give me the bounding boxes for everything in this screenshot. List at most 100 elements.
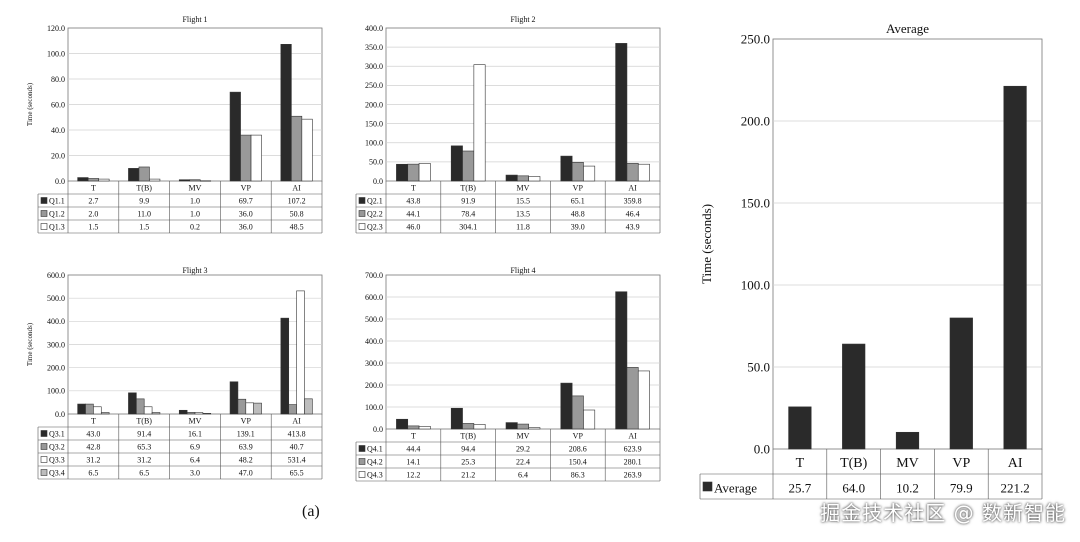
- bar: [842, 343, 866, 450]
- data-label: 43.8: [406, 197, 420, 206]
- y-tick-label: 50.0: [747, 360, 770, 375]
- data-label: 11.0: [137, 210, 151, 219]
- bar: [1003, 85, 1027, 450]
- y-tick-label: 200.0: [365, 381, 383, 390]
- data-label: 6.4: [190, 456, 200, 465]
- bar: [528, 176, 541, 182]
- bar: [128, 168, 140, 182]
- bar: [199, 180, 212, 182]
- bar: [626, 162, 639, 182]
- bar: [100, 412, 110, 415]
- y-tick-label: 20.0: [51, 151, 65, 160]
- bar: [615, 291, 628, 430]
- bar: [149, 178, 161, 182]
- data-label: 22.4: [516, 458, 530, 467]
- bar: [505, 174, 518, 182]
- x-category-label: AI: [628, 431, 637, 440]
- data-label: 10.2: [896, 481, 919, 496]
- bar: [178, 409, 188, 415]
- data-label: 13.5: [516, 210, 530, 219]
- data-label: 65.5: [290, 469, 304, 478]
- y-tick-label: 400.0: [365, 24, 383, 33]
- bar: [473, 64, 486, 182]
- bar: [245, 402, 254, 415]
- x-category-label: MV: [896, 456, 919, 471]
- data-label: 42.8: [86, 443, 100, 452]
- y-tick-label: 200.0: [365, 100, 383, 109]
- data-label: 107.2: [288, 197, 306, 206]
- bar: [291, 115, 303, 182]
- bar: [615, 43, 628, 182]
- data-label: 65.1: [571, 197, 585, 206]
- legend-swatch: [40, 210, 48, 217]
- data-label: 3.0: [190, 469, 200, 478]
- y-tick-label: 500.0: [365, 315, 383, 324]
- x-category-label: T: [411, 183, 416, 192]
- legend-label: Q3.1: [49, 430, 65, 439]
- x-category-label: T(B): [840, 456, 868, 471]
- legend-label: Average: [714, 481, 757, 496]
- data-label: 2.7: [88, 197, 98, 206]
- y-tick-label: 300.0: [47, 340, 65, 349]
- bar: [788, 406, 812, 450]
- bar: [396, 163, 409, 182]
- y-tick-label: 60.0: [51, 100, 65, 109]
- legend-label: Q3.4: [49, 469, 65, 478]
- bar: [517, 423, 529, 430]
- bar: [418, 426, 431, 430]
- data-label: 79.9: [950, 481, 973, 496]
- bar: [895, 431, 920, 450]
- bar: [288, 404, 297, 415]
- y-tick-label: 400.0: [47, 317, 65, 326]
- y-axis-label: Time (seconds): [26, 322, 34, 366]
- legend-swatch: [358, 223, 366, 230]
- legend-swatch: [40, 223, 48, 230]
- bar: [128, 392, 137, 415]
- y-tick-label: 250.0: [365, 81, 383, 90]
- x-category-label: T: [91, 183, 96, 192]
- bar: [229, 381, 239, 415]
- bar: [560, 155, 573, 182]
- bar: [186, 412, 196, 415]
- x-category-label: T: [796, 456, 805, 471]
- data-label: 48.8: [571, 210, 585, 219]
- x-category-label: T: [411, 431, 416, 440]
- chart-title: Average: [886, 21, 929, 36]
- y-tick-label: 0.0: [55, 177, 65, 186]
- x-category-label: MV: [517, 431, 530, 440]
- data-label: 43.0: [86, 430, 100, 439]
- data-label: 40.7: [290, 443, 304, 452]
- data-label: 25.7: [789, 481, 812, 496]
- x-category-label: AI: [292, 183, 301, 192]
- bar: [571, 395, 584, 430]
- chart-title: Flight 3: [182, 266, 207, 275]
- data-label: 413.8: [288, 430, 306, 439]
- data-label: 43.9: [626, 223, 640, 232]
- data-label: 21.2: [461, 471, 475, 480]
- y-tick-label: 600.0: [47, 271, 65, 280]
- x-category-label: MV: [189, 416, 202, 425]
- legend-label: Q4.3: [367, 471, 383, 480]
- x-category-label: VP: [241, 183, 252, 192]
- data-label: 280.1: [624, 458, 642, 467]
- y-tick-label: 100.0: [365, 403, 383, 412]
- bar: [407, 163, 420, 182]
- y-tick-label: 700.0: [365, 271, 383, 280]
- bar: [189, 179, 201, 182]
- bar: [240, 134, 252, 182]
- y-tick-label: 120.0: [47, 24, 65, 33]
- y-tick-label: 0.0: [373, 425, 383, 434]
- data-label: 6.9: [190, 443, 200, 452]
- watermark: 掘金技术社区 @ 数新智能: [820, 501, 1066, 525]
- legend-label: Q4.2: [367, 458, 383, 467]
- data-label: 623.9: [624, 445, 642, 454]
- data-label: 86.3: [571, 471, 585, 480]
- legend-label: Q3.2: [49, 443, 65, 452]
- data-label: 91.4: [137, 430, 151, 439]
- bar: [517, 175, 529, 182]
- legend-swatch: [358, 458, 366, 465]
- y-tick-label: 400.0: [365, 337, 383, 346]
- data-label: 36.0: [239, 210, 253, 219]
- y-tick-label: 300.0: [365, 359, 383, 368]
- data-label: 47.0: [239, 469, 253, 478]
